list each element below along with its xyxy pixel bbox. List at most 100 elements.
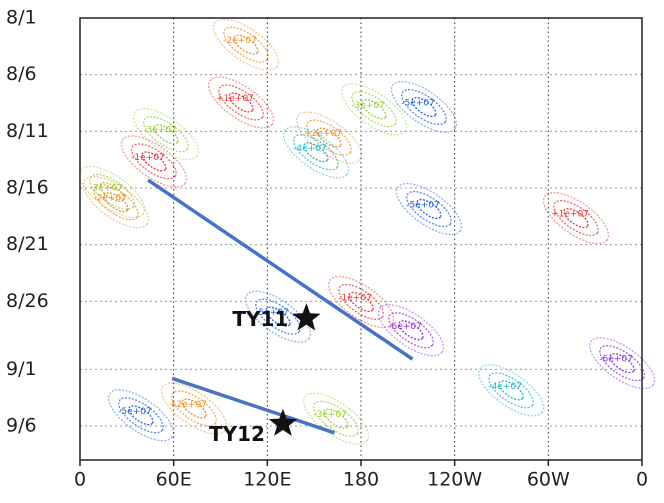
contour-label: -1e+07 xyxy=(131,153,165,163)
contour-line xyxy=(103,192,129,213)
contour-line xyxy=(244,290,312,343)
x-tick-label: 0 xyxy=(74,469,86,491)
contour-label: +2e+07 xyxy=(169,400,207,410)
contour-label: -5e+07 xyxy=(118,407,152,417)
contour-line xyxy=(218,84,264,121)
ticks: 0 60E 120E 180 120W 60W 0 8/1 8/6 8/11 8/16 8/21 8/2… xyxy=(6,7,648,491)
contour-label: -6e+07 xyxy=(388,322,422,332)
contour-line xyxy=(609,353,635,374)
y-tick-label: 8/26 xyxy=(6,290,49,312)
contour-line xyxy=(327,275,395,329)
contour-label: -5e+07 xyxy=(406,201,440,211)
contour-line xyxy=(171,390,217,427)
contour-line xyxy=(588,337,656,390)
contour-line xyxy=(351,91,397,128)
x-tick-label: 0 xyxy=(636,469,648,491)
x-tick-label: 60W xyxy=(527,469,570,491)
contour-label: -2e+07 xyxy=(223,36,257,46)
contour-label: -1e+07 xyxy=(338,293,372,303)
y-tick-label: 8/16 xyxy=(6,177,49,199)
contour-line xyxy=(131,143,177,180)
contour-label: -2e+07 xyxy=(93,194,127,204)
contour-line xyxy=(128,405,154,426)
contour-line xyxy=(306,119,352,156)
contour-line xyxy=(233,34,259,55)
contour-line xyxy=(553,199,599,237)
contour-label: -5e+07 xyxy=(401,99,435,109)
contour-line xyxy=(265,306,291,327)
contour-line xyxy=(416,198,442,220)
contour-line xyxy=(401,88,447,126)
contour-line xyxy=(411,96,437,118)
contour-label: -4e+07 xyxy=(293,144,327,154)
contour-line xyxy=(316,127,342,148)
contour-line xyxy=(563,208,589,229)
contour-line xyxy=(143,116,189,153)
contour-line xyxy=(313,400,359,437)
contour-line xyxy=(323,408,349,429)
y-tick-label: 8/1 xyxy=(6,7,37,29)
contour-line xyxy=(395,182,463,236)
contour-line xyxy=(377,304,445,357)
contour-line xyxy=(338,283,384,321)
contour-line xyxy=(293,134,339,171)
typhoon-marker xyxy=(292,303,321,331)
x-tick-label: 180 xyxy=(343,469,379,491)
track-line xyxy=(171,376,336,435)
contour-line xyxy=(120,135,188,188)
contour-line xyxy=(498,380,524,401)
contour-line xyxy=(599,345,645,382)
contour-line xyxy=(141,151,167,172)
y-tick-label: 8/11 xyxy=(6,120,49,142)
contour-line xyxy=(361,99,387,120)
contour-label: -3e+07 xyxy=(143,126,177,136)
y-tick-label: 9/1 xyxy=(6,358,37,380)
contour-line xyxy=(228,92,254,113)
tracks: TY11 TY12 xyxy=(147,178,414,446)
contour-line xyxy=(542,191,610,245)
contour-line xyxy=(212,18,280,71)
contour-line xyxy=(93,184,139,221)
typhoon-label: TY11 xyxy=(232,307,288,331)
contour-line xyxy=(488,372,534,409)
contour-line xyxy=(82,176,150,229)
y-tick-label: 8/21 xyxy=(6,233,49,255)
contour-line xyxy=(303,142,329,163)
y-tick-label: 8/6 xyxy=(6,63,37,85)
contour-label: +1e+07 xyxy=(216,94,254,104)
contour-line xyxy=(118,397,164,434)
contour-line xyxy=(160,382,228,435)
typhoon-marker xyxy=(268,408,298,436)
x-tick-label: 120E xyxy=(243,469,291,491)
grid xyxy=(80,18,642,460)
contour-label: -6e+07 xyxy=(599,355,633,365)
contour-label: +1e+07 xyxy=(551,210,589,220)
contour-label: -3e+07 xyxy=(313,410,347,420)
contour-line xyxy=(295,111,363,164)
contour-line xyxy=(388,312,434,349)
x-tick-label: 120W xyxy=(427,469,482,491)
contour-line xyxy=(406,190,452,228)
contour-line xyxy=(302,392,370,445)
contour-line xyxy=(207,76,275,129)
contour-line xyxy=(398,320,424,341)
contour-label: +2e+07 xyxy=(304,129,342,139)
typhoon-label: TY12 xyxy=(209,422,265,446)
contour-line xyxy=(181,398,207,419)
x-tick-label: 60E xyxy=(156,469,192,491)
track-line xyxy=(147,178,414,361)
contour-line xyxy=(132,108,200,161)
contour-line xyxy=(153,124,179,145)
contour-label: -4e+07 xyxy=(488,382,522,392)
contour-line xyxy=(348,291,374,312)
contour-line xyxy=(282,126,350,179)
contour-line xyxy=(78,165,146,219)
contour-line xyxy=(477,364,545,417)
y-tick-label: 9/6 xyxy=(6,415,37,437)
contour-line xyxy=(390,80,458,134)
contour-label: -3e+07 xyxy=(351,101,385,111)
contour-label: -5e+07 xyxy=(255,308,289,318)
contour-line xyxy=(107,389,175,442)
